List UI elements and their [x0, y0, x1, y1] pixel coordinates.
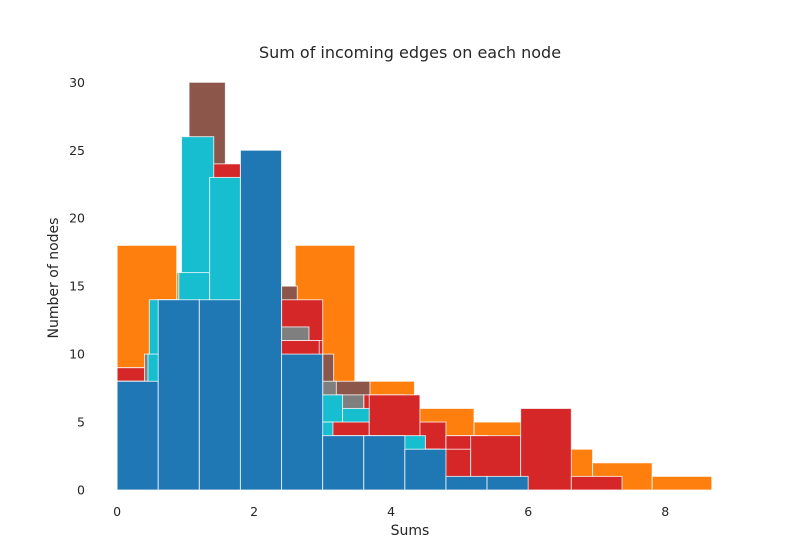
- y-tick-label: 10: [69, 347, 85, 362]
- histogram-bar-s8-b2: [198, 299, 241, 491]
- y-tick-label: 30: [69, 75, 85, 90]
- histogram-bar-s6-b9: [570, 475, 623, 491]
- x-tick-label: 8: [661, 504, 669, 519]
- histogram-bar-s8-b1: [157, 299, 200, 491]
- y-tick-label: 25: [69, 143, 85, 158]
- x-tick-label: 6: [524, 504, 532, 519]
- y-tick-label: 20: [69, 211, 85, 226]
- histogram-bar-s8-b4: [281, 353, 324, 491]
- y-tick-label: 15: [69, 279, 85, 294]
- chart-title: Sum of incoming edges on each node: [259, 43, 561, 62]
- histogram-bar-s8-b7: [404, 448, 447, 491]
- histogram-bar-s8-b8: [445, 475, 488, 491]
- x-axis-label: Sums: [391, 523, 430, 539]
- histogram-bar-s8-b5: [322, 435, 365, 491]
- histogram-bar-s8-b3: [239, 149, 283, 491]
- y-tick-label: 5: [77, 415, 85, 430]
- histogram-bar-s8-b6: [363, 435, 406, 491]
- y-axis-ticks: 0 5 10 15 20 25 30: [69, 75, 85, 498]
- x-tick-label: 0: [113, 504, 121, 519]
- histogram-bar-s8-b0: [116, 380, 159, 491]
- x-tick-label: 4: [387, 504, 395, 519]
- bars-layer: [116, 81, 713, 491]
- histogram-bar-s8-b9: [486, 475, 529, 491]
- x-tick-label: 2: [250, 504, 258, 519]
- histogram-bar-s6-b8: [520, 407, 572, 491]
- histogram-bar-s0-b9: [651, 475, 713, 491]
- y-tick-label: 0: [77, 483, 85, 498]
- y-axis-label: Number of nodes: [46, 218, 62, 339]
- x-axis-ticks: 0 2 4 6 8: [113, 504, 669, 519]
